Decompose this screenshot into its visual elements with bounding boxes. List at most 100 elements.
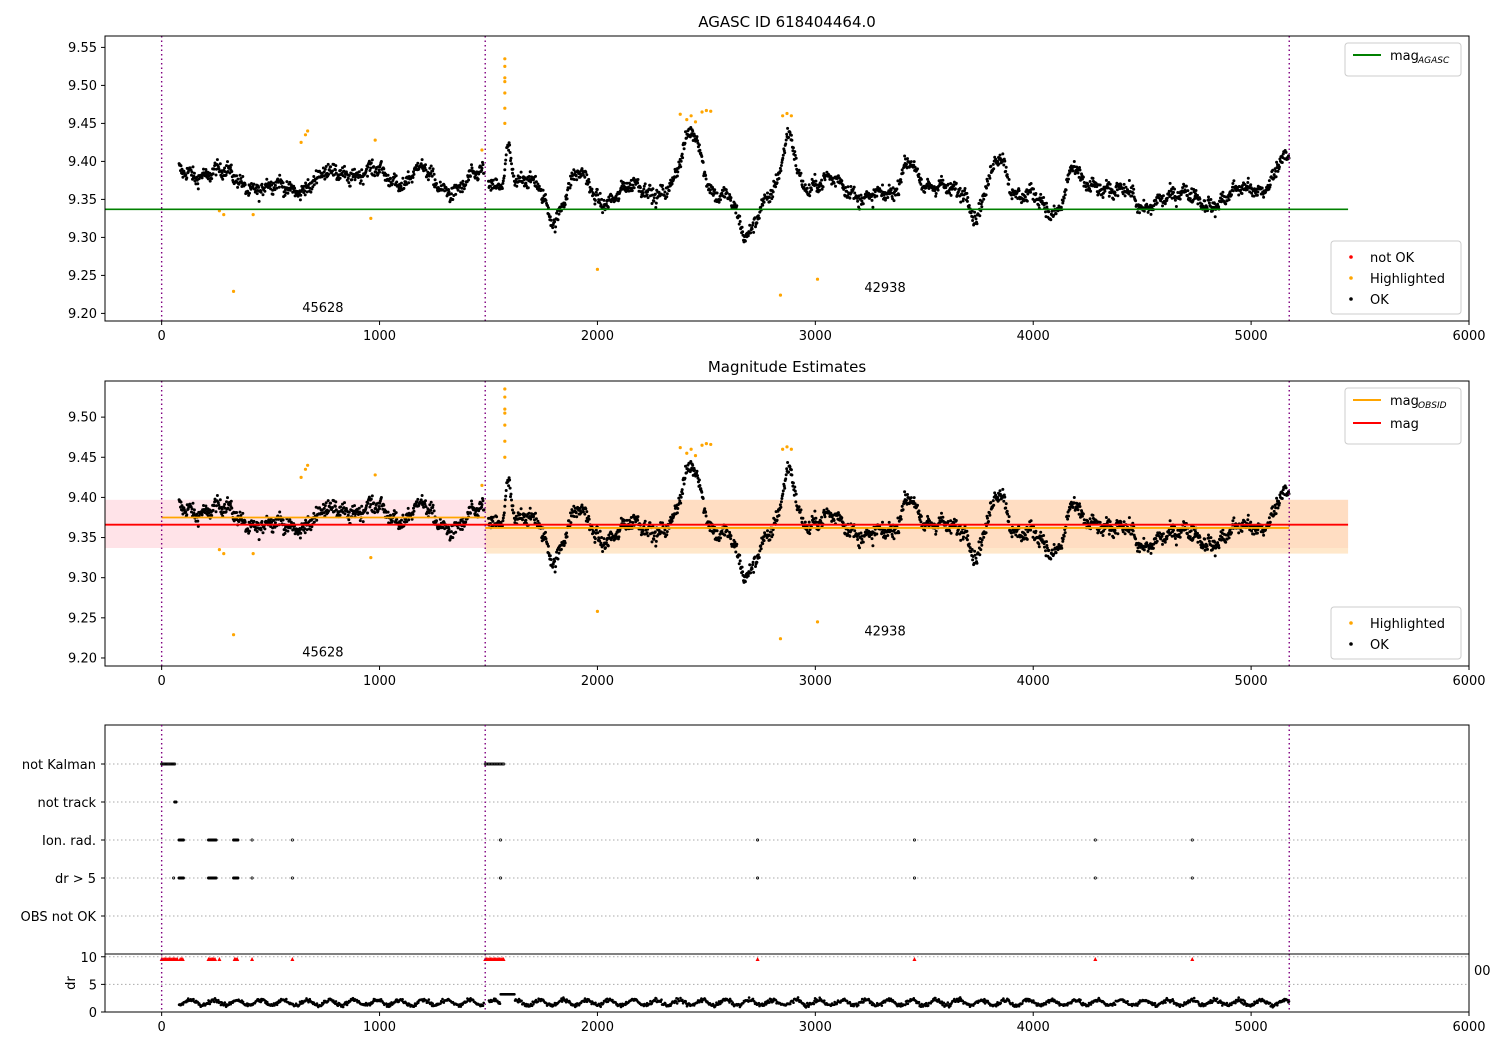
ok-point xyxy=(1037,542,1041,546)
ok-point xyxy=(1061,537,1065,541)
ok-point xyxy=(892,199,896,203)
ok-point xyxy=(1081,175,1085,179)
ok-point xyxy=(1131,529,1135,533)
ok-point xyxy=(652,196,656,200)
ok-point xyxy=(1209,536,1213,540)
highlighted-point xyxy=(303,467,308,471)
highlighted-point xyxy=(222,552,226,556)
ok-point xyxy=(691,129,695,133)
flag-row-label: dr > 5 xyxy=(55,872,96,887)
ok-point xyxy=(682,482,686,486)
ok-point xyxy=(526,186,530,190)
ok-point xyxy=(353,178,357,182)
ok-point xyxy=(899,178,903,182)
ok-point xyxy=(681,156,685,160)
ok-point xyxy=(1003,159,1007,163)
ok-point xyxy=(501,181,505,185)
ok-point xyxy=(411,512,415,516)
highlighted-point xyxy=(789,447,793,451)
y-tick-label: 9.35 xyxy=(68,531,97,546)
ok-point xyxy=(940,511,943,515)
x-tick-label: 1000 xyxy=(363,674,396,689)
ok-point xyxy=(650,193,654,197)
ok-point xyxy=(729,534,733,538)
ok-point xyxy=(299,193,303,197)
ok-point xyxy=(630,186,634,190)
ok-point xyxy=(1010,197,1014,201)
ok-point xyxy=(211,508,215,512)
ok-point xyxy=(315,518,319,522)
ok-point xyxy=(840,516,844,520)
ok-point xyxy=(899,517,903,521)
y-tick-label: 9.35 xyxy=(68,193,97,208)
highlighted-point xyxy=(503,64,507,68)
ok-point xyxy=(322,506,326,510)
ok-point xyxy=(1072,496,1076,499)
ok-point xyxy=(1267,516,1271,520)
ok-point xyxy=(965,529,969,533)
ok-point xyxy=(333,168,337,172)
ok-point xyxy=(1246,181,1250,184)
ok-point xyxy=(599,203,603,207)
ok-point xyxy=(214,173,218,177)
ok-point xyxy=(495,515,499,519)
ok-point xyxy=(323,177,327,181)
legend-label: mag xyxy=(1390,49,1419,64)
ok-point xyxy=(277,185,281,189)
ok-point xyxy=(379,160,383,163)
ok-point xyxy=(416,497,420,501)
ok-point xyxy=(602,537,606,541)
ok-point xyxy=(1063,193,1067,197)
ok-point xyxy=(989,164,993,168)
ok-point xyxy=(734,550,738,554)
ok-point xyxy=(508,478,512,482)
ok-point xyxy=(1213,215,1217,219)
ok-point xyxy=(740,565,744,569)
ok-point xyxy=(974,217,978,221)
ok-point xyxy=(501,179,505,183)
ok-point xyxy=(749,231,753,235)
ok-point xyxy=(1049,557,1053,561)
ok-point xyxy=(565,193,569,197)
ok-point xyxy=(1052,213,1056,217)
ok-point xyxy=(226,160,229,164)
ok-point xyxy=(467,178,471,182)
ok-point xyxy=(419,162,423,166)
ok-point xyxy=(881,183,884,187)
ok-point xyxy=(919,177,923,181)
ok-point xyxy=(1061,199,1065,203)
ok-point xyxy=(529,180,533,184)
x-tick-label: 4000 xyxy=(1017,329,1050,344)
highlighted-point xyxy=(373,138,377,142)
ok-point xyxy=(1240,192,1244,195)
ok-point xyxy=(503,498,507,502)
ok-point xyxy=(982,197,986,201)
ok-point xyxy=(1029,519,1033,523)
ok-point xyxy=(936,188,940,192)
highlighted-point xyxy=(480,148,484,152)
ok-point xyxy=(973,214,977,218)
ok-point xyxy=(392,172,396,176)
ok-point xyxy=(260,182,264,186)
ok-point xyxy=(1268,183,1272,187)
ok-point xyxy=(241,511,245,515)
ok-point xyxy=(875,194,879,198)
ok-point xyxy=(697,143,701,147)
ok-point xyxy=(648,183,652,187)
ok-point xyxy=(464,520,468,524)
ok-point xyxy=(1066,517,1070,521)
ok-point xyxy=(273,183,277,187)
ok-point xyxy=(562,205,566,209)
ok-point xyxy=(504,489,508,492)
ok-point xyxy=(861,540,865,544)
ok-point xyxy=(429,164,433,168)
ok-point xyxy=(784,473,788,477)
ok-point xyxy=(236,185,240,189)
ok-point xyxy=(470,502,474,506)
ok-point xyxy=(580,167,584,171)
ok-point xyxy=(534,517,538,521)
ok-point xyxy=(980,543,984,547)
highlighted-point xyxy=(693,120,698,124)
ok-point xyxy=(1134,199,1138,203)
